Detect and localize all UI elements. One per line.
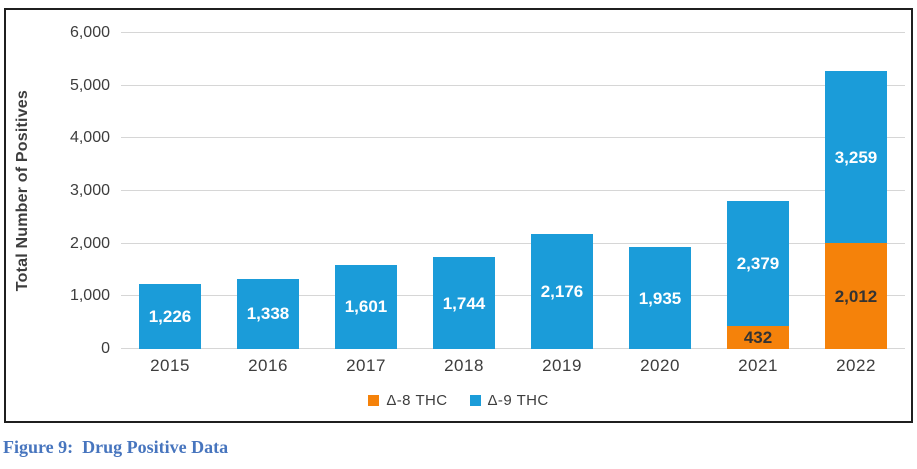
bar-value-label: 2,176: [540, 282, 584, 302]
x-tick-label: 2019: [542, 356, 582, 375]
bar-2022: 2,012 3,259: [825, 71, 887, 349]
bar-2016: 1,338: [237, 278, 299, 349]
x-tick-label: 2017: [346, 356, 386, 375]
bar-2019: 2,176: [531, 234, 593, 349]
legend-swatch-icon: [469, 395, 481, 406]
bar-segment: 3,259: [825, 71, 887, 244]
gridline: [121, 84, 905, 86]
bar-2015: 1,226: [139, 284, 201, 349]
bar-value-label: 1,338: [246, 304, 290, 324]
legend-label: Δ-9 THC: [487, 392, 549, 409]
y-tick-label: 1,000: [69, 287, 110, 305]
y-tick-label: 4,000: [69, 129, 110, 147]
legend: Δ-8 THC Δ-9 THC: [6, 392, 911, 409]
y-tick-label: 0: [101, 340, 110, 357]
gridline: [121, 137, 905, 139]
bar-value-label: 2,012: [834, 286, 878, 306]
plot-area: 1,226 1,338 1,601 1,744 2,176 1,935 432 2,379 2,…: [121, 32, 905, 349]
legend-item: Δ-9 THC: [469, 392, 549, 409]
y-tick-label: 6,000: [69, 24, 110, 41]
y-tick-label: 3,000: [69, 182, 110, 199]
x-tick-label: 2020: [640, 356, 680, 375]
bar-value-label: 1,601: [344, 297, 388, 317]
bar-segment: 1,744: [433, 257, 495, 349]
bar-2018: 1,744: [433, 257, 495, 349]
y-tick-label: 2,000: [69, 234, 110, 252]
bar-value-label: 1,226: [148, 307, 192, 327]
legend-swatch-icon: [368, 395, 380, 406]
bar-2020: 1,935: [629, 247, 691, 349]
bar-segment: 1,935: [629, 247, 691, 349]
gridline: [121, 348, 905, 349]
bar-value-label: 2,379: [736, 254, 780, 274]
y-axis-ticks: 0 1,000 2,000 3,000 4,000 5,000 6,000: [6, 10, 110, 421]
gridline: [121, 32, 905, 33]
bar-segment: 1,338: [237, 278, 299, 349]
x-tick-label: 2021: [738, 356, 778, 375]
bar-segment: 432: [727, 326, 789, 349]
bar-2017: 1,601: [335, 264, 397, 349]
bar-segment: 1,601: [335, 264, 397, 349]
gridline: [121, 295, 905, 297]
x-tick-label: 2022: [836, 356, 876, 375]
legend-label: Δ-8 THC: [386, 392, 448, 409]
gridline: [121, 190, 905, 191]
bar-2021: 432 2,379: [727, 200, 789, 349]
bar-value-label: 3,259: [834, 147, 878, 167]
x-tick-label: 2018: [444, 356, 484, 375]
x-axis-ticks: 2015 2016 2017 2018 2019 2020 2021 2022: [121, 356, 905, 376]
bar-value-label: 1,935: [638, 288, 682, 308]
bar-segment: 2,012: [825, 243, 887, 349]
figure-caption: Figure 9: Drug Positive Data: [3, 437, 229, 457]
legend-item: Δ-8 THC: [368, 392, 447, 409]
bar-segment: 1,226: [139, 284, 201, 349]
gridline: [121, 242, 905, 244]
bar-value-label: 432: [743, 328, 773, 348]
x-tick-label: 2016: [248, 356, 288, 375]
bar-segment: 2,379: [727, 200, 789, 327]
bar-segment: 2,176: [531, 234, 593, 349]
bar-value-label: 1,744: [442, 293, 486, 313]
y-tick-label: 5,000: [69, 76, 110, 94]
x-tick-label: 2015: [150, 356, 190, 375]
chart-frame: Total Number of Positives 0 1,000 2,000 3,0…: [4, 8, 913, 423]
